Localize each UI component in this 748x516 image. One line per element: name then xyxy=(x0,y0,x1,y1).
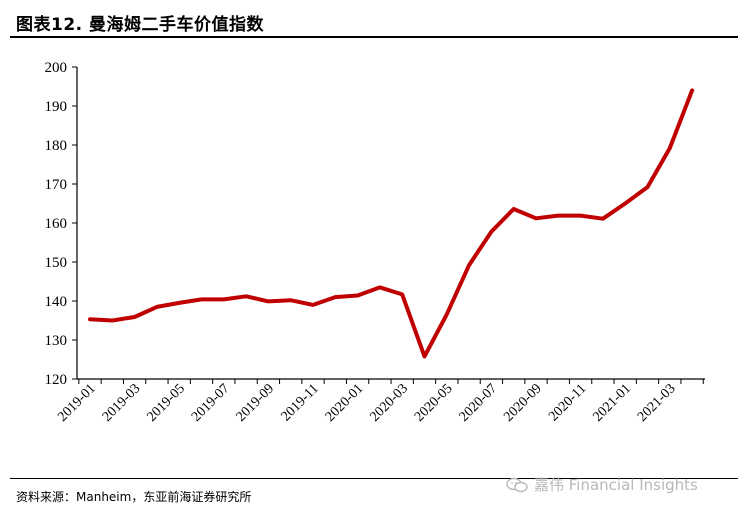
y-tick-label: 140 xyxy=(45,294,68,310)
x-tick-label: 2019-03 xyxy=(100,381,144,425)
y-tick-label: 120 xyxy=(45,372,68,388)
y-tick-label: 160 xyxy=(45,216,68,232)
x-tick-label: 2019-07 xyxy=(189,381,233,425)
x-tick-label: 2021-03 xyxy=(635,381,679,425)
y-tick-label: 150 xyxy=(45,255,68,271)
x-axis-ticks: 2019-01 2019-03 2019-05 2019-07 2019-09 2019-… xyxy=(55,379,704,425)
source-note: 资料来源：Manheim，东亚前海证券研究所 xyxy=(16,490,252,504)
chart-title: 图表12. 曼海姆二手车价值指数 xyxy=(16,15,265,35)
x-tick-label: 2021-01 xyxy=(590,381,634,425)
y-tick-label: 130 xyxy=(45,333,68,349)
watermark: 嘉伟 Financial Insights xyxy=(506,474,698,495)
footer-divider xyxy=(10,478,738,479)
x-tick-label: 2019-05 xyxy=(144,381,188,425)
x-tick-label: 2019-11 xyxy=(279,381,322,424)
x-tick-label: 2019-09 xyxy=(234,381,278,425)
x-tick-label: 2020-05 xyxy=(412,381,456,425)
title-divider xyxy=(10,36,738,38)
x-tick-label: 2020-03 xyxy=(367,381,411,425)
series-points xyxy=(89,89,694,358)
line-chart: 120 130 140 150 160 170 180 190 200 2019-01 2019-… xyxy=(45,60,705,425)
y-tick-label: 190 xyxy=(45,99,68,115)
x-tick-label: 2020-07 xyxy=(457,381,501,425)
x-tick-label: 2020-11 xyxy=(546,381,589,424)
chart-axes xyxy=(76,67,705,380)
y-tick-label: 200 xyxy=(45,60,68,76)
y-tick-label: 180 xyxy=(45,138,68,154)
watermark-text: 嘉伟 Financial Insights xyxy=(534,476,698,494)
wechat-icon xyxy=(506,477,528,492)
series-line xyxy=(88,88,695,359)
x-tick-label: 2020-01 xyxy=(323,381,367,425)
y-tick-label: 170 xyxy=(45,177,68,193)
y-axis-ticks: 120 130 140 150 160 170 180 190 200 xyxy=(45,60,77,388)
x-tick-label: 2020-09 xyxy=(501,381,545,425)
